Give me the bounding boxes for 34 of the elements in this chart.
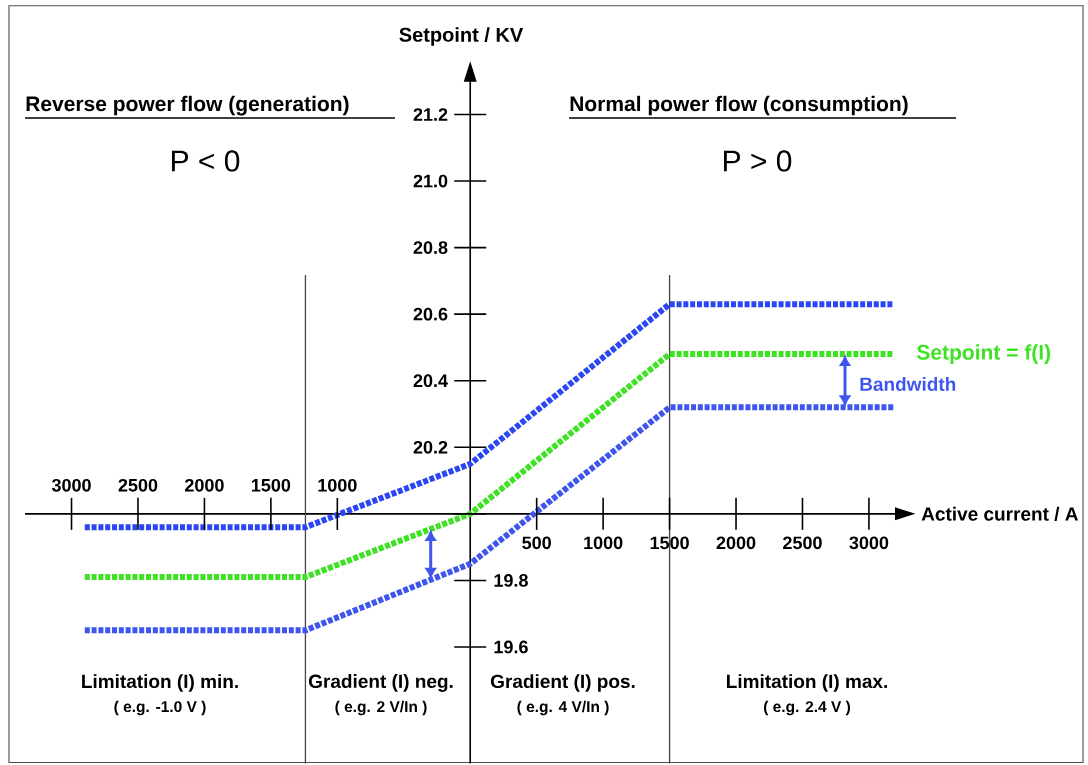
x2-tick-label: 2000 bbox=[185, 478, 224, 492]
annotation: P < 0 bbox=[172, 150, 240, 172]
x-axis-title: Active current / A bbox=[921, 506, 1079, 521]
y-tick-label: 20.8 bbox=[413, 241, 448, 254]
x2-tick-label: 1000 bbox=[318, 478, 357, 492]
annotation: Gradient (I) pos. bbox=[490, 674, 635, 692]
y-tick-label: 20.6 bbox=[413, 307, 448, 321]
y-tick-label: 21.2 bbox=[413, 108, 448, 121]
x-tick-label: 1000 bbox=[584, 536, 623, 550]
y2-tick-label: 19.8 bbox=[494, 574, 528, 587]
annotation: ( e.g. 2 V/In ) bbox=[335, 700, 427, 716]
x-tick-label: 2000 bbox=[716, 536, 756, 550]
annotation: Gradient (I) neg. bbox=[308, 674, 453, 692]
x-tick-label: 2500 bbox=[783, 536, 822, 550]
x2-tick-label: 3000 bbox=[51, 478, 91, 492]
y-tick-label: 20.2 bbox=[413, 440, 448, 454]
x-tick-label: 3000 bbox=[849, 536, 889, 550]
annotation: Reverse power flow (generation) bbox=[26, 95, 349, 116]
annotation: Normal power flow (consumption) bbox=[570, 95, 908, 116]
y-tick-label: 20.4 bbox=[413, 374, 448, 388]
annotation: Limitation (I) max. bbox=[726, 674, 887, 692]
x-tick-label: 500 bbox=[522, 536, 551, 550]
x2-tick-label: 1500 bbox=[251, 478, 291, 492]
annotation: ( e.g. 2.4 V ) bbox=[763, 700, 850, 716]
annotation: Limitation (I) min. bbox=[82, 674, 238, 692]
annotation: ( e.g. 4 V/In ) bbox=[517, 700, 609, 716]
annotation: ( e.g. -1.0 V ) bbox=[114, 700, 206, 716]
x2-tick-label: 2500 bbox=[118, 478, 158, 492]
y-tick-label: 21.0 bbox=[413, 174, 448, 188]
annotation: Bandwidth bbox=[860, 377, 956, 391]
y-axis-title: Setpoint / KV bbox=[399, 27, 524, 46]
series-label: Setpoint = f(I) bbox=[916, 344, 1051, 364]
annotation: P > 0 bbox=[724, 150, 792, 172]
y2-tick-label: 19.6 bbox=[494, 640, 528, 654]
